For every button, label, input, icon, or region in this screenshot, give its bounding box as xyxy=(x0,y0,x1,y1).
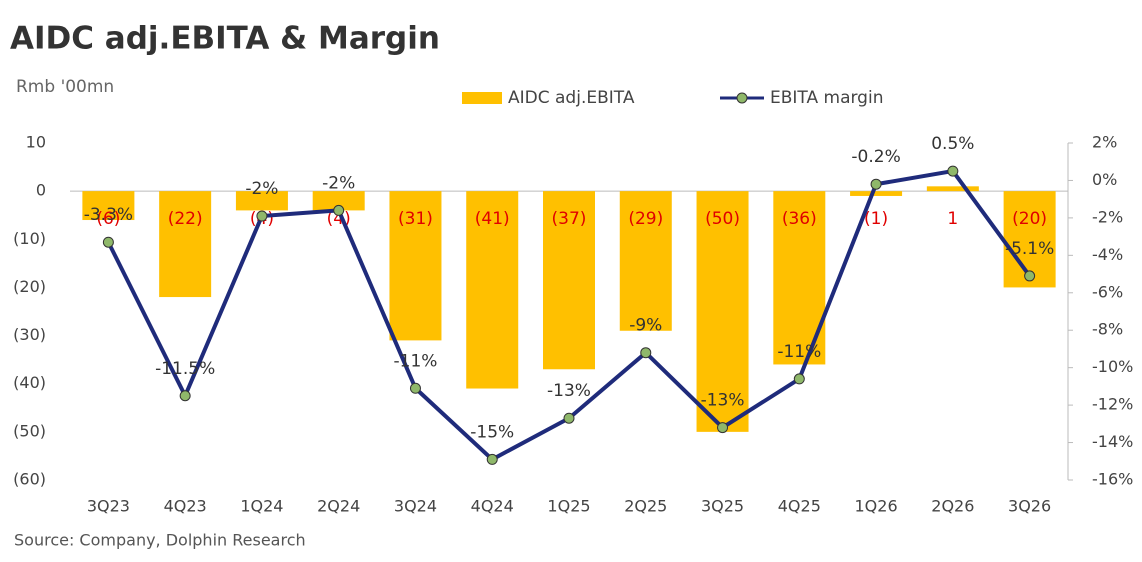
x-tick-label: 2Q24 xyxy=(317,497,360,516)
y2-tick-label: -12% xyxy=(1092,395,1133,414)
margin-label: -11% xyxy=(777,342,821,362)
legend-label: AIDC adj.EBITA xyxy=(508,88,635,108)
bar-value-label: (41) xyxy=(475,209,510,229)
margin-point xyxy=(717,422,729,434)
bar-value-label: (50) xyxy=(705,209,740,229)
x-tick-label: 3Q24 xyxy=(394,497,437,516)
margin-label: -15% xyxy=(470,422,514,442)
legend-label: EBITA margin xyxy=(770,88,883,108)
margin-point xyxy=(256,210,268,222)
y2-tick-label: 2% xyxy=(1092,133,1117,152)
x-tick-label: 2Q25 xyxy=(624,497,667,516)
x-tick-label: 2Q26 xyxy=(931,497,974,516)
margin-label: -5.1% xyxy=(1005,239,1054,259)
margin-point xyxy=(179,390,191,402)
y-tick-label: (10) xyxy=(13,229,46,248)
margin-point xyxy=(870,178,882,190)
margin-point xyxy=(563,412,575,424)
margin-label: -13% xyxy=(701,391,745,411)
margin-point xyxy=(486,453,498,465)
y-tick-label: (30) xyxy=(13,325,46,344)
y2-tick-label: -14% xyxy=(1092,432,1133,451)
bar xyxy=(389,191,442,341)
margin-point xyxy=(793,373,805,385)
y-tick-label: 10 xyxy=(26,133,46,152)
margin-point xyxy=(640,347,652,359)
bar-value-label: (29) xyxy=(628,209,663,229)
margin-point xyxy=(333,204,345,216)
margin-label: -0.2% xyxy=(851,147,900,167)
x-tick-label: 1Q24 xyxy=(240,497,283,516)
bar-value-label: (37) xyxy=(552,209,587,229)
bar xyxy=(543,191,595,370)
y2-tick-label: -8% xyxy=(1092,320,1123,339)
bar xyxy=(235,191,288,211)
margin-label: -11% xyxy=(394,351,438,371)
margin-label: -13% xyxy=(547,381,591,401)
x-tick-label: 1Q25 xyxy=(547,497,590,516)
margin-point xyxy=(102,236,114,248)
bar-value-label: (1) xyxy=(864,209,888,229)
y2-tick-label: -2% xyxy=(1092,207,1123,226)
bar-value-label: (20) xyxy=(1012,209,1047,229)
bar-value-label: 1 xyxy=(947,209,958,229)
margin-point xyxy=(947,165,959,177)
unit-label: Rmb '00mn xyxy=(16,77,114,97)
bar xyxy=(466,191,519,389)
bar-value-label: (36) xyxy=(782,209,817,229)
y-tick-label: (60) xyxy=(13,470,46,489)
y-tick-label: (40) xyxy=(13,373,46,392)
x-tick-label: 3Q23 xyxy=(87,497,130,516)
x-tick-label: 4Q23 xyxy=(164,497,207,516)
bar xyxy=(696,191,749,432)
margin-label: -2% xyxy=(245,179,278,199)
margin-point xyxy=(409,382,421,394)
margin-point xyxy=(1024,270,1036,282)
y-tick-label: (50) xyxy=(13,421,46,440)
margin-label: -11.5% xyxy=(155,359,215,379)
x-tick-label: 1Q26 xyxy=(855,497,898,516)
chart-title: AIDC adj.EBITA & Margin xyxy=(10,21,440,57)
margin-label: -9% xyxy=(629,316,662,336)
margin-label: -2% xyxy=(322,173,355,193)
y2-tick-label: -10% xyxy=(1092,357,1133,376)
legend-marker xyxy=(736,92,748,104)
legend-swatch xyxy=(462,92,502,104)
bar-value-label: (31) xyxy=(398,209,433,229)
y-tick-label: (20) xyxy=(13,277,46,296)
y2-tick-label: 0% xyxy=(1092,170,1117,189)
x-tick-label: 3Q25 xyxy=(701,497,744,516)
bar-value-label: (6) xyxy=(96,209,120,229)
bar-value-label: (22) xyxy=(168,209,203,229)
y2-tick-label: -4% xyxy=(1092,245,1123,264)
x-tick-label: 4Q25 xyxy=(778,497,821,516)
source-note: Source: Company, Dolphin Research xyxy=(14,531,306,550)
bar xyxy=(926,186,979,192)
margin-label: -3.3% xyxy=(84,205,133,225)
bar xyxy=(619,191,672,331)
x-tick-label: 3Q26 xyxy=(1008,497,1051,516)
x-tick-label: 4Q24 xyxy=(471,497,514,516)
y2-tick-label: -16% xyxy=(1092,470,1133,489)
bar xyxy=(82,191,135,221)
bar xyxy=(850,191,903,196)
y-tick-label: 0 xyxy=(36,181,46,200)
margin-label: 0.5% xyxy=(931,134,974,154)
bar xyxy=(312,191,365,211)
y2-tick-label: -6% xyxy=(1092,282,1123,301)
bar xyxy=(159,191,212,298)
